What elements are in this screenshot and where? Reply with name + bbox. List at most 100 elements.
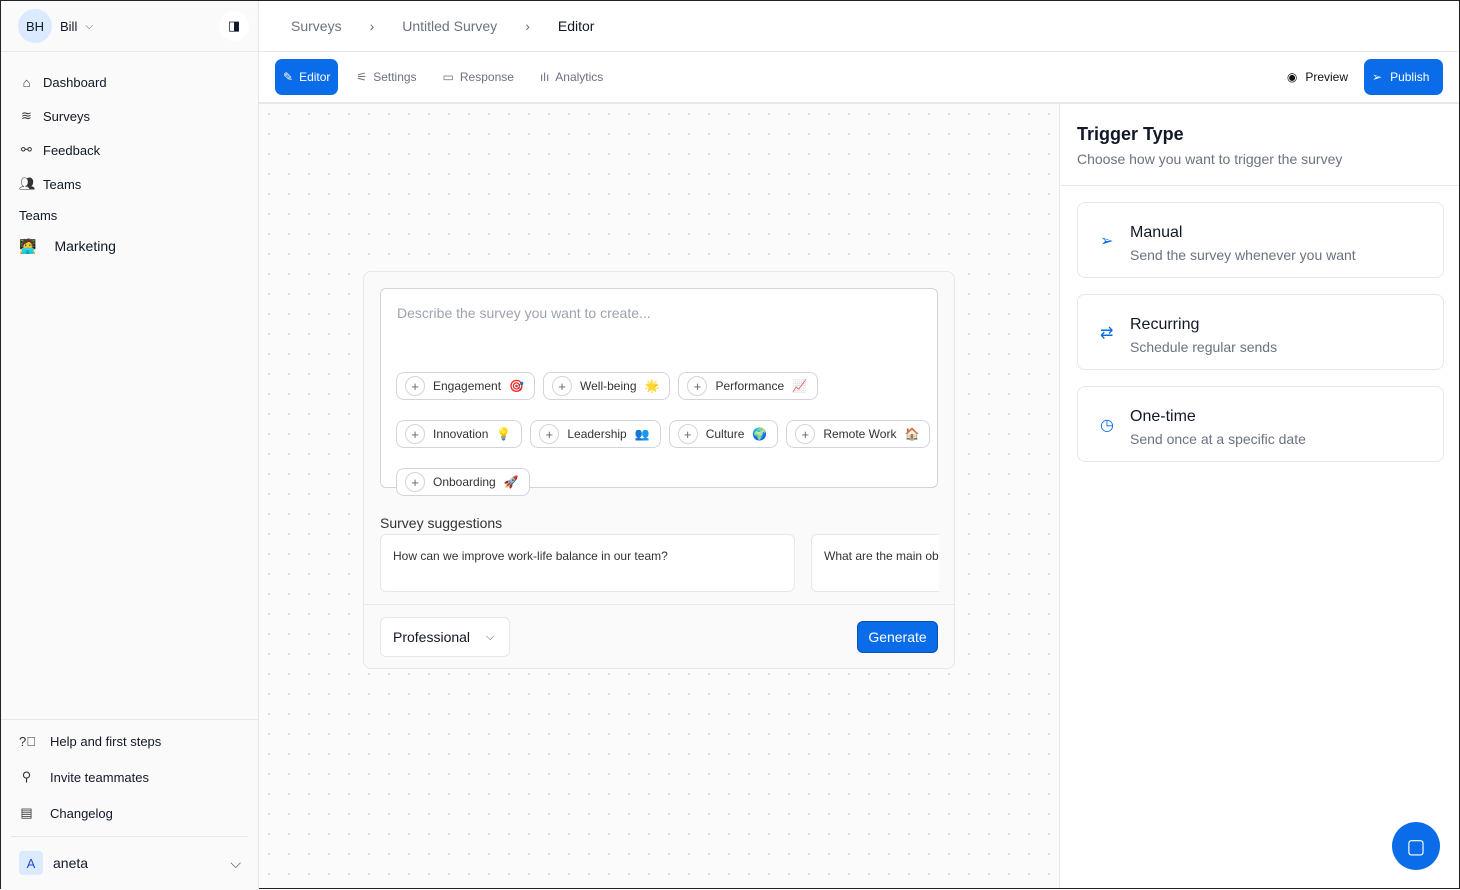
survey-prompt-input[interactable]: Describe the survey you want to create..…	[380, 288, 938, 496]
emoji-icon: 🚀	[503, 475, 519, 489]
trigger-option-one-time[interactable]: ◷ One-time Send once at a specific date	[1077, 386, 1444, 462]
trigger-option-manual[interactable]: ➢ Manual Send the survey whenever you want	[1077, 202, 1444, 278]
eye-icon: ◉	[1286, 70, 1298, 84]
emoji-icon: 📈	[792, 379, 808, 393]
tab-settings[interactable]: ⚟ Settings	[348, 59, 424, 95]
chevron-right-icon: ›	[525, 18, 530, 34]
help-link[interactable]: ?⃝ Help and first steps	[19, 723, 161, 759]
chat-icon: ▢	[1406, 835, 1426, 858]
chevron-down-icon: ⌵	[85, 20, 93, 32]
team-emoji-icon: 🧑‍💻	[19, 237, 37, 254]
plus-icon: +	[552, 376, 573, 396]
emoji-icon: 🌍	[752, 427, 768, 441]
label: Teams	[43, 176, 82, 192]
breadcrumb-surveys[interactable]: Surveys	[291, 18, 342, 34]
breadcrumb: Surveys › Untitled Survey › Editor	[259, 1, 1459, 52]
panel-subtitle: Choose how you want to trigger the surve…	[1077, 151, 1343, 167]
sidebar: BH Bill ⌵ ◨ ⌂ Dashboard ≋ Surveys ⚯ Feedbac…	[1, 1, 259, 890]
emoji-icon: 🏠	[904, 427, 920, 441]
tab-response[interactable]: ▭ Response	[435, 59, 522, 95]
sidebar-toggle-icon[interactable]: ◨	[219, 11, 249, 41]
chevron-down-icon: ⌵	[486, 630, 495, 643]
tab-editor[interactable]: ✎ Editor	[275, 59, 339, 95]
home-icon: ⌂	[22, 74, 31, 90]
label: Leadership	[567, 427, 627, 441]
tab-analytics[interactable]: ılı Analytics	[532, 59, 611, 95]
label: Professional	[393, 629, 471, 645]
plus-icon: +	[539, 424, 560, 444]
send-icon: ➢	[1372, 70, 1383, 84]
user-plus-icon: ⚲	[21, 769, 32, 784]
panel-title: Trigger Type	[1077, 124, 1184, 144]
topic-chip[interactable]: + Performance 📈	[678, 372, 819, 400]
topic-chip[interactable]: + Culture 🌍	[668, 420, 779, 448]
generate-button[interactable]: Generate	[857, 621, 938, 653]
survey-generator-card: Describe the survey you want to create..…	[363, 271, 955, 669]
label: Preview	[1305, 70, 1348, 84]
emoji-icon: 🎯	[509, 379, 525, 393]
label: Invite teammates	[50, 769, 149, 785]
topic-chip[interactable]: + Engagement 🎯	[396, 372, 536, 400]
chart-icon: ılı	[539, 70, 550, 84]
label: Feedback	[43, 142, 101, 158]
preview-button[interactable]: ◉ Preview	[1287, 70, 1348, 84]
suggestion-card[interactable]: How can we improve work-life balance in …	[380, 534, 795, 592]
chevron-down-icon: ⌵	[230, 854, 241, 871]
tone-select[interactable]: Professional ⌵	[380, 617, 510, 657]
label: Editor	[299, 70, 331, 84]
topic-chips: + Engagement 🎯 + Well-being 🌟 + Performance 📈 + In…	[396, 372, 936, 496]
topic-chip[interactable]: + Onboarding 🚀	[396, 468, 530, 496]
user-name: Bill	[60, 18, 78, 34]
trigger-panel: Trigger Type Choose how you want to trig…	[1061, 104, 1459, 888]
placeholder: Describe the survey you want to create..…	[397, 305, 651, 321]
emoji-icon: 🌟	[644, 379, 660, 393]
label: Changelog	[50, 805, 113, 821]
changelog-link[interactable]: ▤ Changelog	[19, 795, 161, 831]
label: Onboarding	[433, 475, 496, 489]
editor-canvas: Describe the survey you want to create..…	[259, 104, 1060, 888]
plus-icon: +	[795, 424, 816, 444]
topic-chip[interactable]: + Well-being 🌟	[543, 372, 671, 400]
chat-support-button[interactable]: ▢	[1392, 822, 1440, 870]
sidebar-item-feedback[interactable]: ⚯ Feedback	[19, 133, 116, 167]
label: Manual	[1130, 224, 1183, 241]
sidebar-item-surveys[interactable]: ≋ Surveys	[19, 99, 116, 133]
label: Remote Work	[823, 427, 897, 441]
suggestions-title: Survey suggestions	[380, 515, 503, 531]
breadcrumb-survey[interactable]: Untitled Survey	[402, 18, 498, 34]
avatar: BH	[18, 9, 52, 43]
label: Analytics	[555, 70, 604, 84]
feedback-icon: ⚯	[21, 142, 32, 157]
label: Culture	[705, 427, 745, 441]
topic-chip[interactable]: + Innovation 💡	[396, 420, 523, 448]
topic-chip[interactable]: + Leadership 👥	[530, 420, 661, 448]
send-icon: ➢	[1100, 233, 1114, 250]
topic-chip[interactable]: + Remote Work 🏠	[786, 420, 931, 448]
trigger-option-recurring[interactable]: ⇄ Recurring Schedule regular sends	[1077, 294, 1444, 370]
sidebar-item-dashboard[interactable]: ⌂ Dashboard	[19, 65, 116, 99]
label: Performance	[715, 379, 785, 393]
users-icon: 👥︎	[19, 176, 36, 191]
label: Response	[459, 70, 514, 84]
label: Engagement	[433, 379, 502, 393]
label: Surveys	[43, 108, 90, 124]
account-avatar: A	[19, 851, 43, 875]
layers-icon: ≋	[21, 108, 32, 123]
label: Dashboard	[43, 74, 107, 90]
team-marketing[interactable]: 🧑‍💻 Marketing	[19, 229, 116, 263]
label: Settings	[373, 70, 417, 84]
label: Well-being	[580, 379, 637, 393]
sidebar-item-teams[interactable]: 👥︎ Teams	[19, 167, 116, 201]
invite-link[interactable]: ⚲ Invite teammates	[19, 759, 161, 795]
emoji-icon: 👥	[634, 427, 650, 441]
user-menu[interactable]: BH Bill ⌵	[18, 9, 93, 43]
chevron-right-icon: ›	[369, 18, 375, 34]
sliders-icon: ⚟	[356, 70, 368, 84]
suggestion-card[interactable]: What are the main ob	[811, 534, 939, 592]
breadcrumb-current: Editor	[557, 18, 595, 34]
publish-button[interactable]: ➢ Publish	[1364, 59, 1443, 95]
description: Send the survey whenever you want	[1130, 247, 1356, 263]
emoji-icon: 💡	[496, 427, 512, 441]
plus-icon: +	[405, 472, 425, 492]
